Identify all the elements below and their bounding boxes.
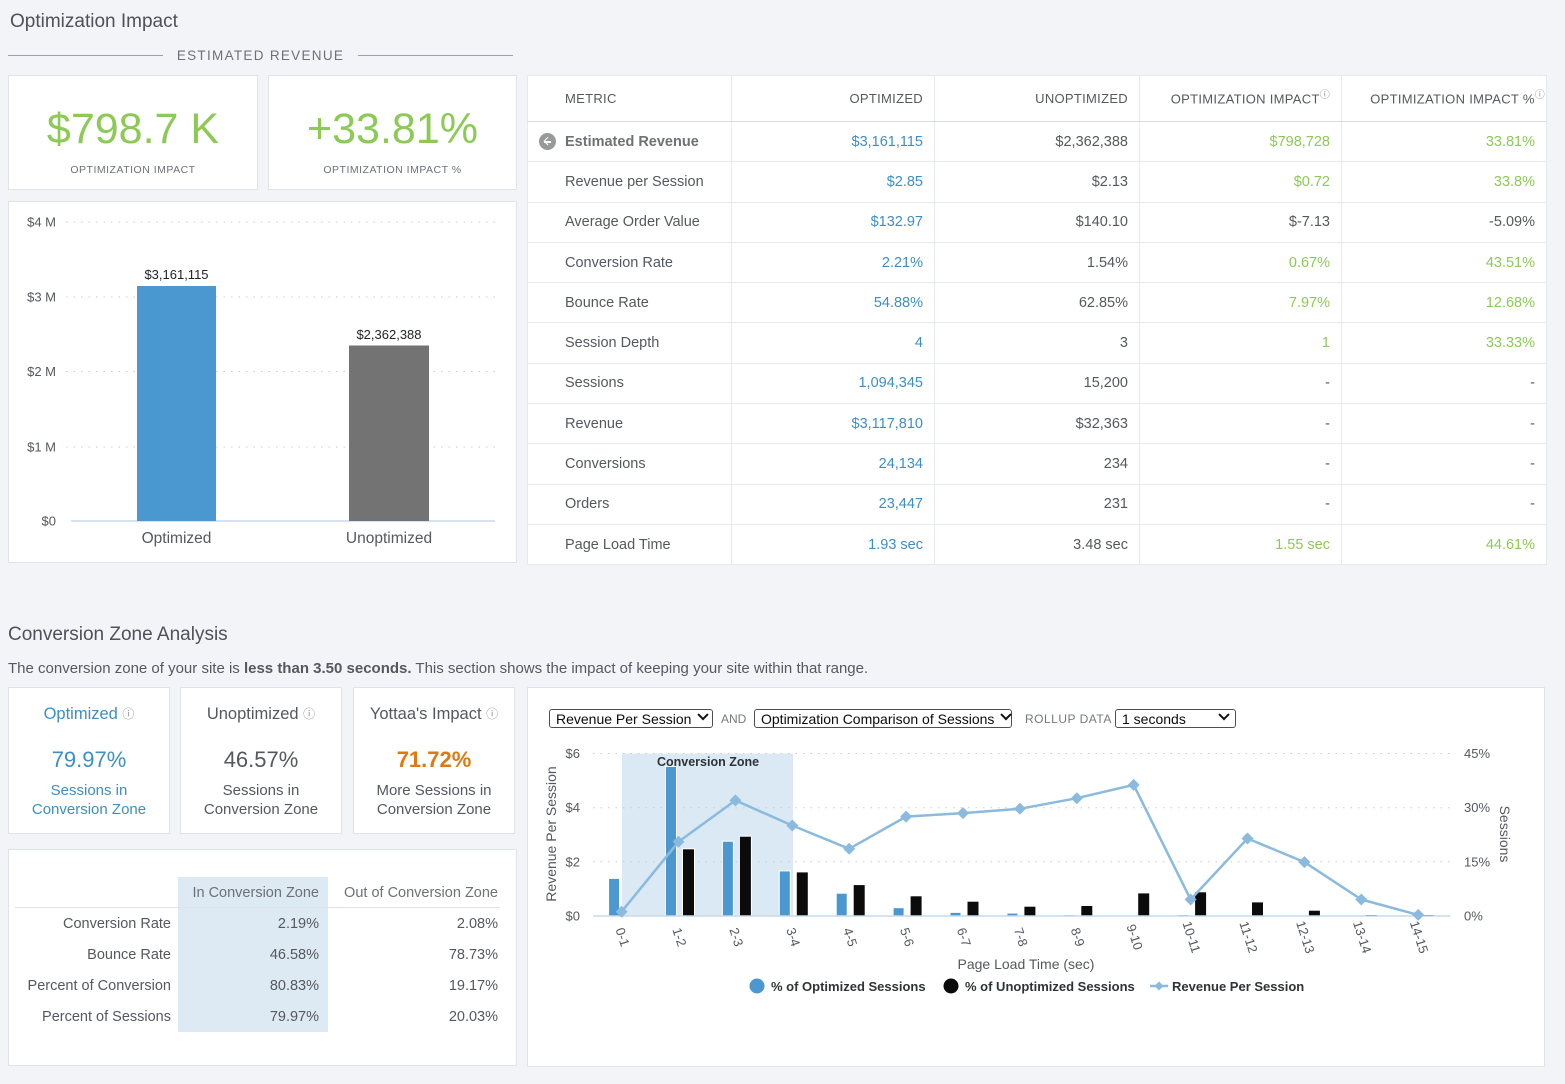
svg-text:0-1: 0-1: [613, 926, 633, 949]
svg-text:8-9: 8-9: [1068, 926, 1088, 949]
svg-text:1-2: 1-2: [669, 926, 689, 949]
svg-text:Revenue Per Session: Revenue Per Session: [543, 766, 559, 901]
svg-text:13-14: 13-14: [1350, 919, 1375, 955]
svg-text:$2,362,388: $2,362,388: [356, 327, 421, 342]
svg-text:30%: 30%: [1464, 800, 1490, 815]
svg-text:$3 M: $3 M: [27, 290, 56, 305]
svg-text:3-4: 3-4: [783, 926, 803, 949]
svg-text:10-11: 10-11: [1179, 919, 1203, 954]
svg-text:$0: $0: [42, 514, 56, 529]
svg-text:$1 M: $1 M: [27, 440, 56, 455]
svg-text:9-10: 9-10: [1124, 922, 1146, 951]
svg-text:0%: 0%: [1464, 909, 1483, 924]
svg-text:11-12: 11-12: [1236, 919, 1260, 954]
svg-text:$2 M: $2 M: [27, 364, 56, 379]
svg-text:$6: $6: [566, 746, 580, 761]
svg-text:$4: $4: [566, 800, 580, 815]
svg-text:Page Load Time (sec): Page Load Time (sec): [958, 956, 1095, 972]
svg-text:15%: 15%: [1464, 854, 1490, 869]
svg-text:14-15: 14-15: [1407, 919, 1432, 955]
svg-text:7-8: 7-8: [1011, 926, 1031, 949]
svg-text:Sessions: Sessions: [1497, 806, 1513, 863]
svg-text:$3,161,115: $3,161,115: [144, 267, 208, 282]
svg-text:2-3: 2-3: [726, 926, 746, 949]
svg-text:4-5: 4-5: [840, 926, 860, 949]
svg-text:6-7: 6-7: [954, 926, 974, 949]
svg-text:$0: $0: [566, 909, 580, 924]
svg-text:$4 M: $4 M: [27, 215, 56, 230]
svg-text:$2: $2: [566, 854, 580, 869]
svg-text:5-6: 5-6: [897, 926, 917, 949]
svg-text:Unoptimized: Unoptimized: [346, 530, 432, 547]
svg-text:45%: 45%: [1464, 746, 1490, 761]
svg-text:% of Unoptimized Sessions: % of Unoptimized Sessions: [965, 979, 1135, 994]
svg-text:Conversion Zone: Conversion Zone: [657, 755, 759, 769]
svg-text:Optimized: Optimized: [142, 530, 212, 547]
svg-text:% of Optimized Sessions: % of Optimized Sessions: [771, 979, 926, 994]
svg-text:Revenue Per Session: Revenue Per Session: [1172, 979, 1304, 994]
svg-text:12-13: 12-13: [1293, 919, 1318, 955]
